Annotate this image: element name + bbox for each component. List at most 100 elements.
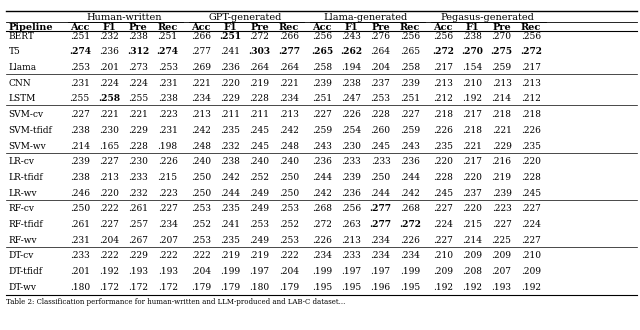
Text: .253: .253: [279, 236, 299, 245]
Text: .242: .242: [312, 189, 332, 198]
Text: Llama: Llama: [8, 63, 36, 72]
Text: .209: .209: [521, 267, 541, 276]
Text: .238: .238: [158, 94, 178, 103]
Text: .242: .242: [191, 126, 211, 135]
Text: .277: .277: [369, 220, 392, 229]
Text: .241: .241: [220, 47, 240, 56]
Text: .222: .222: [99, 204, 119, 214]
Text: .238: .238: [129, 32, 148, 41]
Text: .210: .210: [433, 251, 453, 260]
Text: .222: .222: [279, 251, 299, 260]
Text: .212: .212: [521, 94, 541, 103]
Text: RF-wv: RF-wv: [8, 236, 37, 245]
Text: .238: .238: [462, 32, 482, 41]
Text: .225: .225: [492, 236, 511, 245]
Text: .255: .255: [128, 94, 148, 103]
Text: SVM-tfidf: SVM-tfidf: [8, 126, 52, 135]
Text: Acc: Acc: [191, 23, 211, 32]
Text: .219: .219: [492, 173, 511, 182]
Text: .217: .217: [462, 110, 483, 119]
Text: .199: .199: [220, 267, 240, 276]
Text: .253: .253: [191, 204, 211, 214]
Text: .234: .234: [371, 251, 390, 260]
Text: .165: .165: [99, 142, 119, 150]
Text: .269: .269: [191, 63, 211, 72]
Text: .180: .180: [70, 283, 90, 292]
Text: .213: .213: [279, 110, 299, 119]
Text: .219: .219: [220, 251, 240, 260]
Text: .209: .209: [462, 251, 483, 260]
Text: .242: .242: [279, 126, 299, 135]
Text: .256: .256: [521, 32, 541, 41]
Text: .204: .204: [191, 267, 211, 276]
Text: GPT-generated: GPT-generated: [208, 13, 282, 21]
Text: .250: .250: [278, 173, 299, 182]
Text: .270: .270: [492, 32, 511, 41]
Text: .243: .243: [312, 142, 332, 150]
Text: .247: .247: [341, 94, 361, 103]
Text: .272: .272: [520, 47, 542, 56]
Text: .227: .227: [70, 110, 90, 119]
Text: .255: .255: [70, 94, 90, 103]
Text: .218: .218: [462, 126, 483, 135]
Text: .221: .221: [492, 126, 511, 135]
Text: .231: .231: [70, 79, 90, 88]
Text: SVM-cv: SVM-cv: [8, 110, 44, 119]
Text: Acc: Acc: [433, 23, 452, 32]
Text: .249: .249: [250, 204, 269, 214]
Text: .197: .197: [371, 267, 390, 276]
Text: .277: .277: [369, 204, 392, 214]
Text: .265: .265: [311, 47, 333, 56]
Text: .259: .259: [492, 63, 511, 72]
Text: .249: .249: [250, 236, 269, 245]
Text: .236: .236: [341, 189, 361, 198]
Text: .210: .210: [521, 251, 541, 260]
Text: Pegasus-generated: Pegasus-generated: [440, 13, 534, 21]
Text: .196: .196: [371, 283, 390, 292]
Text: Pre: Pre: [371, 23, 390, 32]
Text: .192: .192: [521, 283, 541, 292]
Text: .198: .198: [157, 142, 178, 150]
Text: .268: .268: [400, 204, 420, 214]
Text: .224: .224: [433, 220, 453, 229]
Text: .229: .229: [492, 142, 511, 150]
Text: .227: .227: [400, 110, 420, 119]
Text: .231: .231: [158, 126, 178, 135]
Text: DT-cv: DT-cv: [8, 251, 34, 260]
Text: LR-wv: LR-wv: [8, 189, 37, 198]
Text: .195: .195: [341, 283, 362, 292]
Text: .226: .226: [341, 110, 361, 119]
Text: .274: .274: [157, 47, 179, 56]
Text: Rec: Rec: [400, 23, 420, 32]
Text: .218: .218: [521, 110, 541, 119]
Text: .270: .270: [461, 47, 483, 56]
Text: .220: .220: [433, 157, 453, 166]
Text: .220: .220: [99, 189, 119, 198]
Text: .253: .253: [250, 220, 269, 229]
Text: .221: .221: [99, 110, 119, 119]
Text: .224: .224: [129, 79, 148, 88]
Text: SVM-wv: SVM-wv: [8, 142, 46, 150]
Text: .228: .228: [521, 173, 541, 182]
Text: Rec: Rec: [157, 23, 178, 32]
Text: Pre: Pre: [492, 23, 511, 32]
Text: .226: .226: [312, 236, 332, 245]
Text: .220: .220: [220, 79, 240, 88]
Text: .266: .266: [279, 32, 299, 41]
Text: .228: .228: [371, 110, 390, 119]
Text: .275: .275: [491, 47, 513, 56]
Text: .224: .224: [521, 220, 541, 229]
Text: .220: .220: [462, 204, 482, 214]
Text: Human-written: Human-written: [86, 13, 161, 21]
Text: .234: .234: [371, 236, 390, 245]
Text: .213: .213: [492, 79, 511, 88]
Text: .232: .232: [99, 32, 119, 41]
Text: .258: .258: [98, 94, 120, 103]
Text: .252: .252: [250, 173, 269, 182]
Text: .259: .259: [312, 126, 332, 135]
Text: .213: .213: [191, 110, 211, 119]
Text: .234: .234: [191, 94, 211, 103]
Text: .234: .234: [279, 94, 299, 103]
Text: .251: .251: [70, 32, 90, 41]
Text: DT-wv: DT-wv: [8, 283, 36, 292]
